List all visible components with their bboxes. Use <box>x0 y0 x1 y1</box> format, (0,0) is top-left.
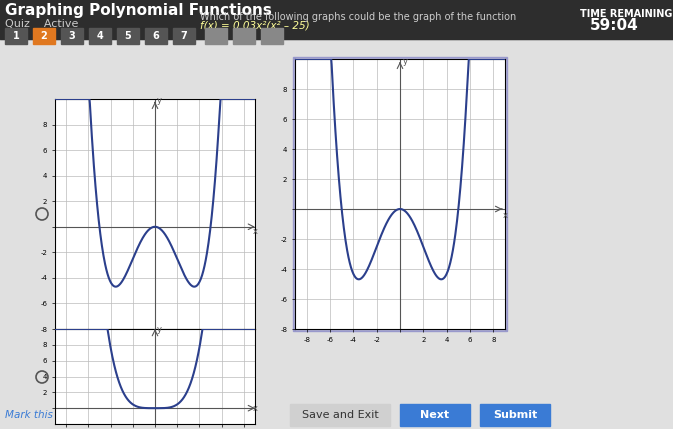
Bar <box>205 28 227 44</box>
Bar <box>480 404 550 426</box>
Text: 5: 5 <box>125 31 131 41</box>
Text: Graphing Polynomial Functions: Graphing Polynomial Functions <box>5 3 272 18</box>
Bar <box>61 28 83 44</box>
Text: 6: 6 <box>153 31 160 41</box>
Bar <box>0 0 673 39</box>
Bar <box>145 28 167 44</box>
Text: 3: 3 <box>69 31 75 41</box>
Text: x: x <box>253 227 258 236</box>
Bar <box>295 59 505 329</box>
Text: 59:04: 59:04 <box>590 18 639 33</box>
Text: x: x <box>253 404 258 413</box>
Text: Quiz    Active: Quiz Active <box>5 19 78 29</box>
Text: 1: 1 <box>13 31 20 41</box>
Text: x: x <box>503 211 507 220</box>
Text: y: y <box>157 96 162 105</box>
Bar <box>33 28 55 44</box>
Text: TIME REMAINING: TIME REMAINING <box>580 9 672 19</box>
Text: y: y <box>157 325 162 334</box>
Bar <box>233 28 255 44</box>
Bar <box>400 404 470 426</box>
Bar <box>55 329 255 424</box>
Text: Submit: Submit <box>493 410 537 420</box>
Text: 4: 4 <box>97 31 104 41</box>
Bar <box>117 28 139 44</box>
Bar <box>5 28 27 44</box>
Bar <box>293 57 507 331</box>
Text: 7: 7 <box>180 31 187 41</box>
Text: Which of the following graphs could be the graph of the function: Which of the following graphs could be t… <box>200 12 516 22</box>
Bar <box>55 99 255 329</box>
Text: 2: 2 <box>40 31 47 41</box>
Bar <box>173 28 195 44</box>
Text: Mark this and return: Mark this and return <box>5 410 111 420</box>
Text: f(x) = 0.03x²(x² – 25): f(x) = 0.03x²(x² – 25) <box>200 21 310 31</box>
Bar <box>261 28 283 44</box>
Text: Save and Exit: Save and Exit <box>302 410 378 420</box>
Bar <box>89 28 111 44</box>
Text: Next: Next <box>421 410 450 420</box>
Bar <box>290 404 390 426</box>
Text: y: y <box>402 57 407 66</box>
